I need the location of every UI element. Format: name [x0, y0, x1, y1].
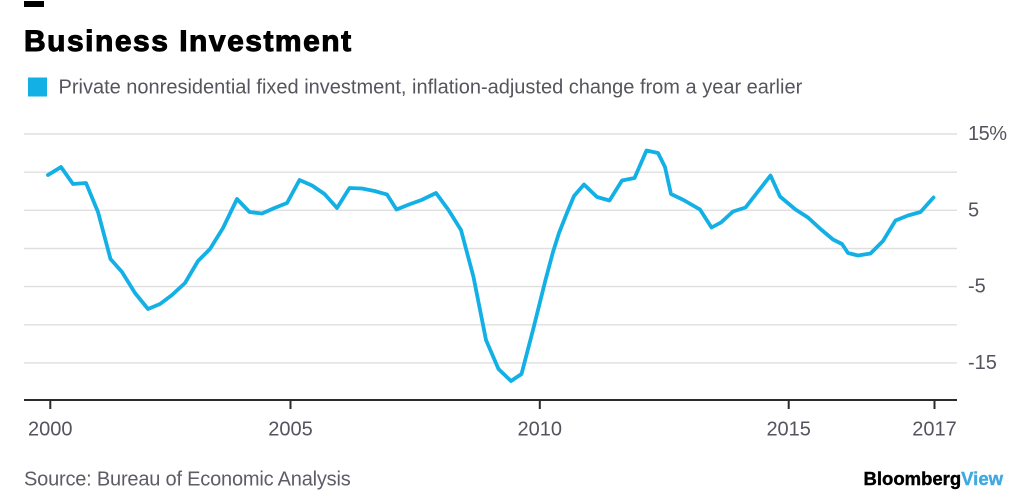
- svg-text:15%: 15%: [968, 123, 1007, 145]
- svg-text:-5: -5: [968, 276, 986, 298]
- svg-text:Business Investment: Business Investment: [24, 25, 353, 58]
- svg-text:2005: 2005: [268, 419, 313, 441]
- svg-text:BloombergView: BloombergView: [864, 468, 1004, 489]
- svg-text:Private nonresidential fixed i: Private nonresidential fixed investment,…: [59, 77, 803, 99]
- svg-text:2010: 2010: [518, 419, 563, 441]
- svg-text:2015: 2015: [766, 419, 811, 441]
- svg-text:2017: 2017: [912, 419, 957, 441]
- svg-text:-15: -15: [968, 352, 997, 374]
- svg-text:5: 5: [968, 199, 979, 221]
- svg-text:2000: 2000: [28, 419, 73, 441]
- svg-text:Source: Bureau of Economic Ana: Source: Bureau of Economic Analysis: [24, 469, 351, 491]
